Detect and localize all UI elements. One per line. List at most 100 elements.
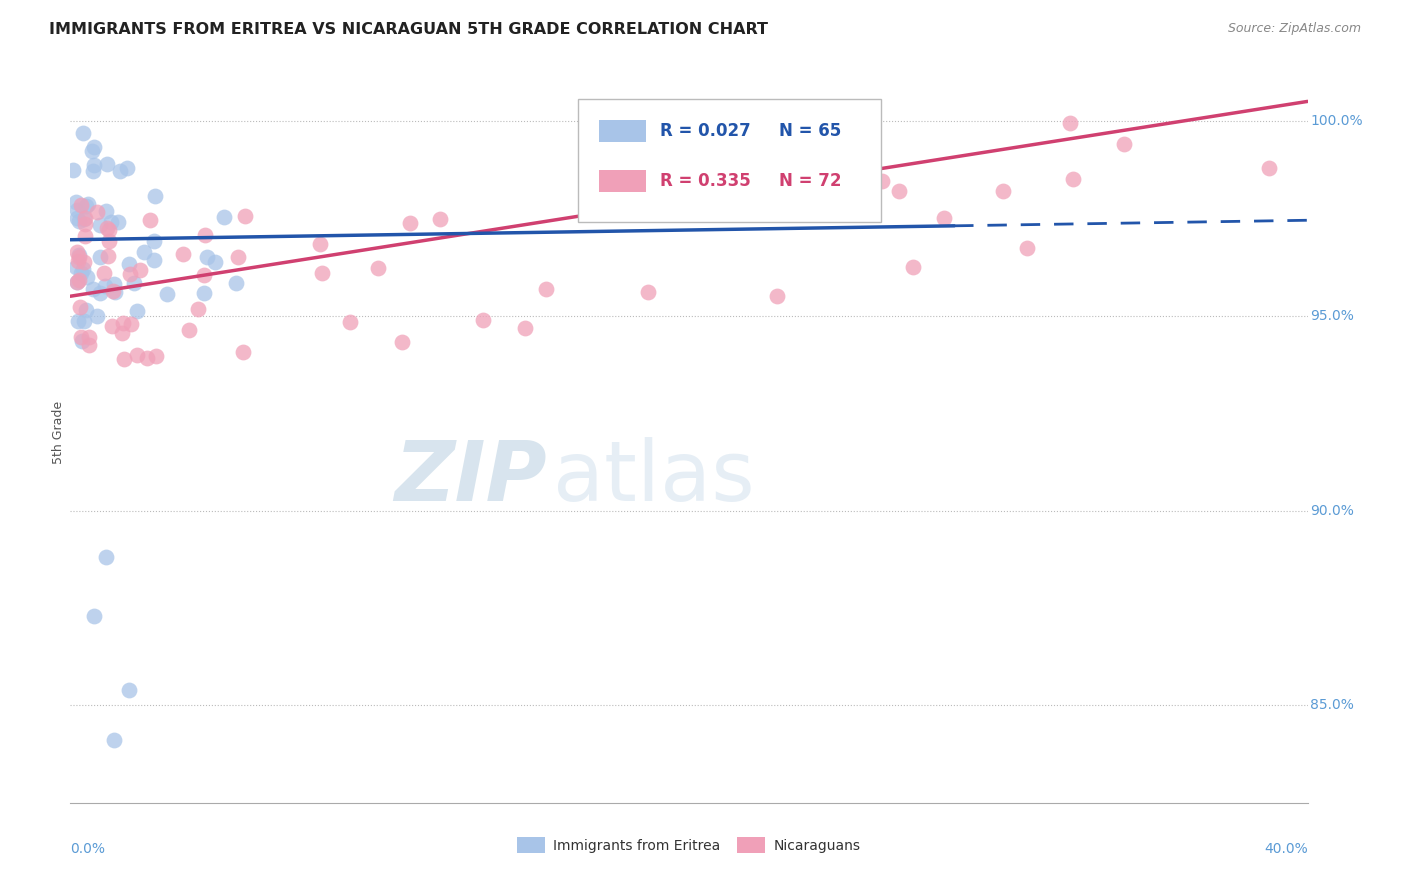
Point — [82, 163, 104, 178]
Point — [101, 318, 124, 333]
Point — [73, 212, 96, 227]
Text: ZIP: ZIP — [394, 436, 547, 517]
FancyBboxPatch shape — [599, 169, 645, 192]
Point — [93, 266, 115, 280]
Point — [103, 733, 125, 747]
Point — [82, 281, 104, 295]
Point — [134, 244, 156, 259]
Point — [77, 197, 100, 211]
Point — [69, 266, 91, 280]
Point — [887, 185, 910, 199]
Point — [172, 247, 194, 261]
Point — [83, 139, 105, 153]
Text: 95.0%: 95.0% — [1310, 309, 1354, 323]
Point — [391, 334, 413, 349]
Y-axis label: 5th Grade: 5th Grade — [52, 401, 65, 464]
Point — [66, 244, 89, 259]
Point — [86, 310, 108, 324]
Text: R = 0.335: R = 0.335 — [661, 172, 751, 190]
Point — [115, 161, 138, 175]
Point — [118, 682, 141, 697]
Point — [75, 211, 97, 225]
Point — [194, 227, 217, 242]
Point — [177, 323, 200, 337]
Point — [96, 220, 118, 235]
Point — [76, 269, 98, 284]
Point — [83, 608, 105, 623]
Point — [195, 250, 218, 264]
Point — [472, 313, 495, 327]
Point — [204, 255, 226, 269]
Point — [89, 286, 111, 301]
FancyBboxPatch shape — [599, 120, 645, 143]
Point — [1114, 137, 1136, 152]
Point — [138, 212, 160, 227]
Text: R = 0.027: R = 0.027 — [661, 122, 751, 140]
Point — [308, 236, 330, 251]
Point — [232, 344, 254, 359]
Point — [339, 315, 361, 329]
Point — [143, 234, 166, 248]
Point — [83, 158, 105, 172]
Point — [72, 314, 94, 328]
Text: IMMIGRANTS FROM ERITREA VS NICARAGUAN 5TH GRADE CORRELATION CHART: IMMIGRANTS FROM ERITREA VS NICARAGUAN 5T… — [49, 22, 768, 37]
Point — [72, 127, 94, 141]
Point — [870, 174, 893, 188]
Point — [225, 277, 247, 291]
Text: 90.0%: 90.0% — [1310, 504, 1354, 517]
Point — [79, 338, 101, 352]
Point — [103, 277, 125, 292]
Text: N = 72: N = 72 — [779, 172, 842, 190]
Point — [94, 550, 117, 565]
Point — [70, 330, 93, 344]
Point — [100, 215, 122, 229]
Point — [1062, 172, 1084, 186]
Point — [67, 273, 90, 287]
FancyBboxPatch shape — [578, 99, 880, 221]
Point — [901, 260, 924, 274]
Point — [212, 210, 235, 224]
Point — [67, 248, 90, 262]
Point — [89, 219, 111, 233]
Point — [112, 316, 135, 330]
Point — [193, 268, 215, 282]
Text: 85.0%: 85.0% — [1310, 698, 1354, 713]
Point — [62, 163, 84, 178]
Point — [1059, 116, 1081, 130]
Point — [67, 250, 90, 264]
Text: 40.0%: 40.0% — [1264, 842, 1308, 855]
Point — [399, 216, 422, 230]
Point — [96, 157, 118, 171]
Text: 0.0%: 0.0% — [70, 842, 105, 855]
Point — [80, 144, 103, 158]
Point — [65, 203, 87, 218]
Point — [89, 250, 111, 264]
Point — [108, 164, 131, 178]
Point — [72, 261, 94, 276]
Point — [120, 317, 142, 331]
Point — [94, 279, 117, 293]
Point — [101, 284, 124, 298]
Point — [66, 275, 89, 289]
Point — [75, 302, 97, 317]
Point — [67, 313, 90, 327]
Point — [143, 189, 166, 203]
Point — [128, 263, 150, 277]
Point — [97, 234, 120, 248]
Point — [1258, 161, 1281, 175]
Point — [637, 285, 659, 299]
Point — [75, 199, 97, 213]
Point — [73, 217, 96, 231]
Point — [75, 228, 97, 243]
Point — [65, 260, 87, 274]
Text: Source: ZipAtlas.com: Source: ZipAtlas.com — [1227, 22, 1361, 36]
Point — [86, 205, 108, 219]
Point — [766, 288, 789, 302]
Point — [991, 185, 1014, 199]
Point — [114, 352, 136, 367]
Point — [72, 255, 94, 269]
Point — [65, 194, 87, 209]
Point — [70, 198, 93, 212]
Point — [429, 211, 451, 226]
Point — [69, 300, 91, 314]
